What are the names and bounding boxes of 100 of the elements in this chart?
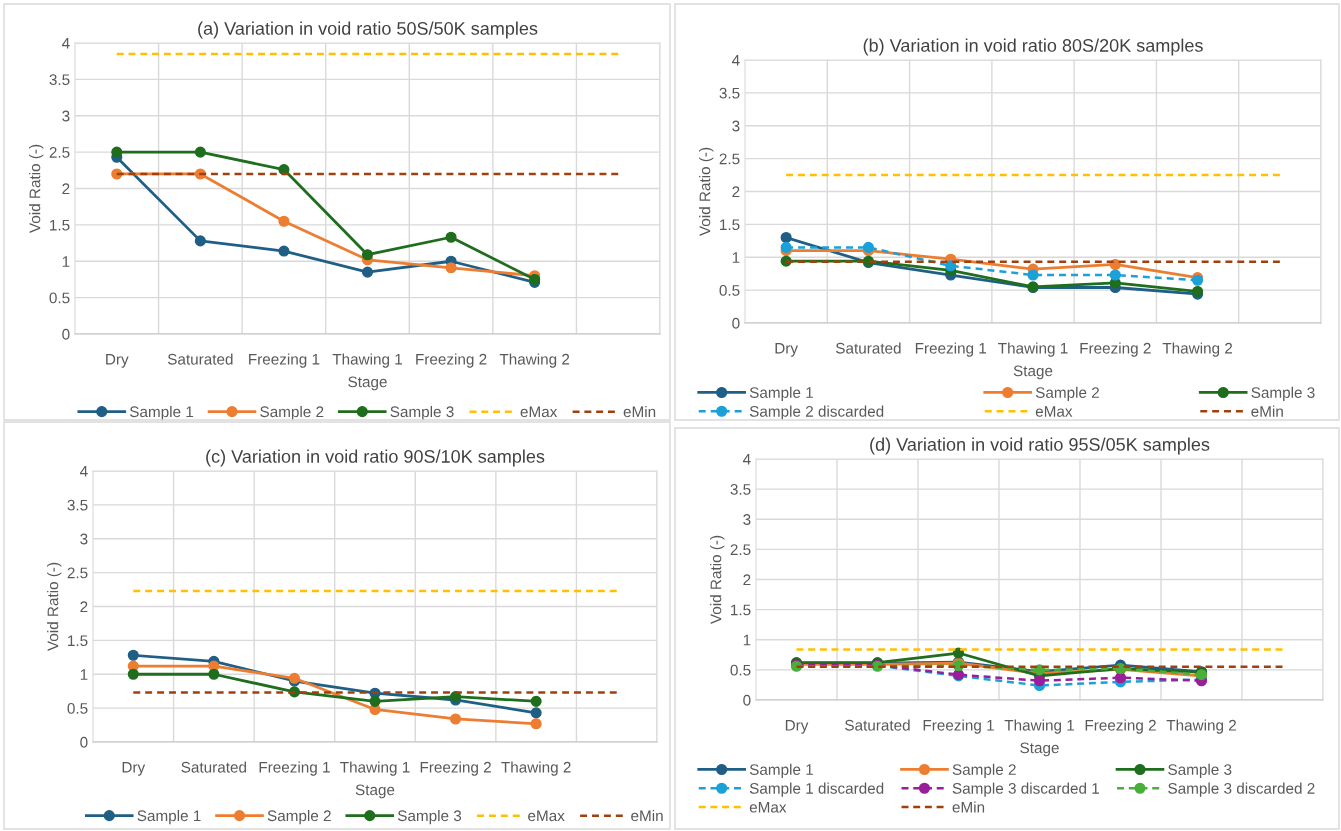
y-tick-label: 3.5 (730, 483, 751, 495)
legend-label: Sample 2 (1035, 386, 1099, 401)
y-tick-label: 4 (742, 454, 751, 465)
y-tick-label: 3 (62, 110, 70, 122)
x-tick-label: Dry (775, 343, 798, 357)
y-tick-label: 2.5 (49, 146, 70, 158)
point (1033, 675, 1046, 687)
y-tick-label: 1 (732, 252, 740, 263)
y-tick-label: 4 (61, 38, 70, 49)
point (450, 713, 462, 725)
x-tick-label: Thawing 1 (1004, 719, 1074, 734)
legend-label: Sample 3 (390, 405, 454, 421)
point (530, 707, 542, 719)
y-tick-label: 4 (79, 466, 88, 477)
y-axis-title: Void Ratio (-) (699, 147, 714, 237)
legend-label: Sample 1 (137, 809, 201, 825)
y-tick-label: 1.5 (50, 219, 70, 231)
chart-title: (a) Variation in void ratio 50S/50K samples (198, 21, 538, 39)
y-tick-label: 2 (62, 183, 70, 195)
y-tick-label: 1 (80, 669, 88, 680)
y-tick-label: 3.5 (719, 87, 740, 99)
legend-label: eMax (528, 810, 565, 822)
y-tick-label: 4 (731, 55, 740, 66)
legend-label: Sample 3 (1251, 386, 1315, 401)
y-tick-label: 2.5 (67, 567, 88, 579)
y-tick-label: 0.5 (730, 664, 751, 676)
point (780, 231, 792, 244)
legend-label: eMin (631, 809, 663, 822)
legend-label: Sample 1 (749, 386, 813, 401)
point (1109, 269, 1121, 281)
chart-title: (c) Variation in void ratio 90S/10K samples (206, 449, 545, 467)
point (945, 260, 957, 272)
point (530, 718, 542, 730)
x-tick-label: Thawing 1 (332, 353, 402, 368)
x-tick-label: Freezing 1 (249, 353, 320, 368)
legend-label: Sample 1 (129, 405, 194, 421)
point (194, 146, 206, 158)
y-tick-label: 3.5 (49, 74, 70, 86)
x-tick-label: Saturated (181, 761, 246, 773)
point (1109, 258, 1121, 271)
chart-title: (b) Variation in void ratio 80S/20K samples (863, 38, 1203, 56)
point (361, 249, 374, 261)
y-tick-label: 0.5 (49, 292, 70, 304)
x-axis-title: Stage (355, 784, 395, 799)
x-tick-label: Thawing 2 (1166, 719, 1236, 734)
x-axis-title: Stage (1013, 365, 1053, 380)
y-tick-label: 0.5 (719, 284, 740, 296)
point (780, 241, 792, 253)
x-tick-label: Freezing 1 (259, 761, 330, 776)
x-tick-label: Thawing 2 (499, 353, 570, 368)
point (127, 649, 139, 661)
x-tick-label: Thawing 1 (998, 342, 1068, 357)
x-tick-label: Thawing 2 (1162, 342, 1233, 357)
y-tick-label: 1.5 (731, 604, 751, 616)
y-tick-label: 2 (732, 186, 740, 198)
y-tick-label: 0.5 (67, 702, 88, 714)
x-tick-label: Dry (785, 720, 809, 734)
legend-label: eMax (749, 801, 787, 813)
legend-label: Sample 3 discarded 1 (952, 782, 1099, 797)
x-tick-label: Freezing 2 (1080, 342, 1151, 357)
y-tick-label: 1 (743, 634, 751, 646)
y-tick-label: 0 (732, 317, 740, 329)
legend-label: eMax (520, 406, 558, 418)
point (1027, 269, 1039, 281)
point (361, 266, 374, 278)
x-tick-label: Freezing 1 (923, 719, 994, 734)
legend-label: Sample 3 discarded 2 (1168, 782, 1315, 797)
x-tick-label: Freezing 2 (416, 353, 487, 368)
x-tick-label: Dry (106, 354, 129, 368)
y-tick-label: 3.5 (67, 499, 88, 511)
x-axis-title: Stage (1020, 742, 1059, 757)
y-tick-label: 3 (743, 514, 751, 525)
y-tick-label: 2.5 (730, 544, 751, 556)
legend-label: eMin (623, 405, 656, 418)
point (194, 235, 206, 247)
point (278, 245, 290, 257)
y-tick-label: 2 (743, 574, 751, 586)
x-tick-label: Freezing 2 (420, 761, 491, 776)
y-tick-label: 0 (743, 694, 751, 706)
x-tick-label: Thawing 2 (501, 761, 571, 776)
legend-label: Sample 2 (260, 405, 324, 421)
point (445, 231, 457, 243)
point (445, 262, 457, 274)
x-tick-label: Saturated (845, 719, 910, 731)
y-tick-label: 3 (732, 120, 740, 132)
y-tick-label: 3 (80, 533, 88, 545)
point (1114, 672, 1127, 684)
point (862, 241, 874, 253)
legend-label: Sample 2 (267, 809, 331, 825)
point (530, 695, 542, 707)
legend-label: Sample 2 discarded (749, 405, 884, 420)
y-tick-label: 2 (80, 601, 88, 613)
y-tick-label: 2.5 (719, 153, 740, 165)
y-tick-label: 1.5 (720, 219, 740, 231)
x-tick-label: Thawing 1 (340, 761, 410, 776)
x-tick-label: Freezing 2 (1085, 719, 1156, 734)
y-axis-title: Void Ratio (-) (47, 562, 62, 652)
y-tick-label: 1.5 (68, 635, 88, 647)
y-tick-label: 0 (62, 328, 70, 340)
x-tick-label: Freezing 1 (915, 342, 987, 357)
